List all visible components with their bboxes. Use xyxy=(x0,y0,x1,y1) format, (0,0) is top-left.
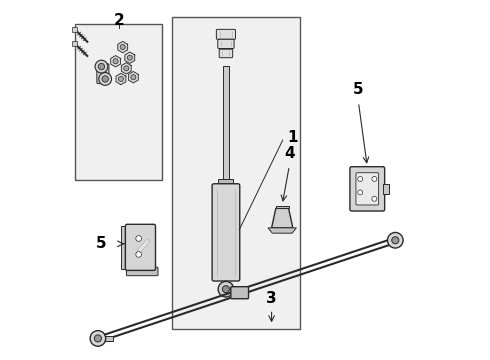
Polygon shape xyxy=(111,55,121,67)
FancyBboxPatch shape xyxy=(217,30,236,39)
Circle shape xyxy=(120,45,125,50)
Circle shape xyxy=(358,176,363,181)
Bar xyxy=(104,336,113,341)
Bar xyxy=(75,24,162,180)
FancyBboxPatch shape xyxy=(126,267,158,276)
Circle shape xyxy=(99,73,112,85)
Bar xyxy=(172,17,300,329)
FancyBboxPatch shape xyxy=(356,173,379,205)
Bar xyxy=(223,66,229,179)
Polygon shape xyxy=(271,208,293,228)
Bar xyxy=(72,41,77,46)
Text: 5: 5 xyxy=(96,236,107,251)
Circle shape xyxy=(392,237,399,244)
Circle shape xyxy=(372,176,377,181)
Circle shape xyxy=(388,233,403,248)
Polygon shape xyxy=(137,238,149,255)
Circle shape xyxy=(95,335,101,342)
Circle shape xyxy=(119,76,123,81)
Circle shape xyxy=(123,66,129,71)
Circle shape xyxy=(372,196,377,201)
Text: 1: 1 xyxy=(288,130,298,145)
Circle shape xyxy=(218,282,234,297)
Text: 4: 4 xyxy=(284,145,294,161)
Bar xyxy=(219,179,233,185)
Polygon shape xyxy=(125,52,135,63)
Bar xyxy=(72,27,77,32)
Bar xyxy=(276,206,289,208)
Polygon shape xyxy=(122,63,131,74)
Circle shape xyxy=(113,59,118,64)
Circle shape xyxy=(131,75,136,80)
Bar xyxy=(121,226,128,269)
Circle shape xyxy=(95,60,108,73)
FancyBboxPatch shape xyxy=(97,64,109,84)
Circle shape xyxy=(358,190,363,195)
Polygon shape xyxy=(116,73,126,85)
Polygon shape xyxy=(128,72,138,83)
FancyBboxPatch shape xyxy=(125,224,155,270)
Circle shape xyxy=(136,252,142,257)
Polygon shape xyxy=(268,228,296,233)
Circle shape xyxy=(90,330,106,346)
FancyBboxPatch shape xyxy=(218,39,234,49)
Circle shape xyxy=(127,55,132,60)
Circle shape xyxy=(98,63,105,70)
Text: 3: 3 xyxy=(266,291,277,306)
Text: 2: 2 xyxy=(114,13,124,28)
Circle shape xyxy=(102,76,108,82)
Bar xyxy=(383,184,389,194)
FancyBboxPatch shape xyxy=(212,184,240,281)
FancyBboxPatch shape xyxy=(350,167,385,211)
Circle shape xyxy=(222,285,229,293)
Text: 5: 5 xyxy=(353,82,364,97)
FancyBboxPatch shape xyxy=(231,287,248,299)
Polygon shape xyxy=(118,41,127,53)
FancyBboxPatch shape xyxy=(219,49,233,58)
Circle shape xyxy=(136,236,142,241)
